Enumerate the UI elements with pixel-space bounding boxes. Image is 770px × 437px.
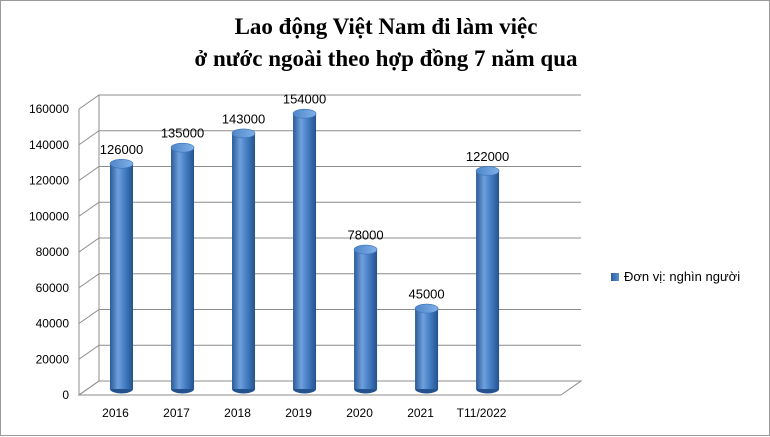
x-tick-label: 2016 bbox=[102, 406, 129, 420]
y-tick-label: 60000 bbox=[36, 281, 70, 295]
data-label: 143000 bbox=[222, 111, 265, 126]
x-tick-label: 2018 bbox=[224, 406, 251, 420]
chart-title-line-2: ở nước ngoài theo hợp đồng 7 năm qua bbox=[194, 46, 578, 71]
bar bbox=[292, 108, 317, 394]
chart-title: Lao động Việt Nam đi làm việc ở nước ngo… bbox=[1, 11, 770, 75]
chart-title-line-1: Lao động Việt Nam đi làm việc bbox=[234, 14, 538, 39]
data-label: 45000 bbox=[408, 287, 444, 302]
gridline bbox=[78, 201, 581, 217]
legend: Đơn vị: nghìn người bbox=[611, 269, 740, 284]
y-tick-label: 140000 bbox=[29, 138, 69, 152]
data-label: 154000 bbox=[283, 92, 326, 107]
x-tick-label: 2021 bbox=[407, 406, 434, 420]
gridline bbox=[78, 344, 581, 360]
bar bbox=[353, 244, 378, 394]
y-tick-label: 100000 bbox=[29, 209, 69, 223]
bar bbox=[231, 128, 256, 394]
gridline bbox=[78, 94, 581, 110]
gridline bbox=[78, 273, 581, 289]
y-tick-label: 40000 bbox=[36, 317, 70, 331]
legend-label: Đơn vị: nghìn người bbox=[624, 269, 741, 284]
gridline bbox=[78, 237, 581, 253]
data-labels-layer: 126000 135000 143000 154000 78000 45000 122000 bbox=[100, 92, 509, 302]
data-label: 78000 bbox=[347, 228, 383, 243]
grid-layer bbox=[77, 94, 583, 396]
y-tick-label: 20000 bbox=[36, 352, 70, 366]
gridline bbox=[78, 380, 581, 396]
bar bbox=[170, 142, 195, 394]
bar bbox=[109, 158, 134, 394]
y-tick-label: 120000 bbox=[29, 174, 69, 188]
data-label: 126000 bbox=[100, 142, 143, 157]
x-tick-label: 2019 bbox=[285, 406, 312, 420]
chart-floor bbox=[77, 380, 583, 396]
bar bbox=[414, 303, 439, 394]
data-label: 122000 bbox=[466, 149, 509, 164]
data-label: 135000 bbox=[161, 126, 204, 141]
gridline bbox=[78, 130, 581, 146]
y-tick-label: 80000 bbox=[36, 245, 70, 259]
y-axis: 0 20000 40000 60000 80000 100000 120000 140000 1… bbox=[29, 102, 69, 402]
y-tick-label: 160000 bbox=[29, 102, 69, 116]
gridline bbox=[78, 166, 581, 181]
x-axis: 2016 2017 2018 2019 2020 2021 T11/2022 bbox=[102, 406, 507, 420]
bar bbox=[475, 166, 500, 394]
x-tick-label: 2020 bbox=[346, 406, 373, 420]
legend-swatch bbox=[611, 272, 619, 281]
bars-layer bbox=[109, 108, 500, 394]
x-tick-label: T11/2022 bbox=[457, 406, 507, 420]
x-tick-label: 2017 bbox=[163, 406, 190, 420]
y-tick-label: 0 bbox=[62, 388, 69, 402]
gridline bbox=[78, 309, 581, 324]
